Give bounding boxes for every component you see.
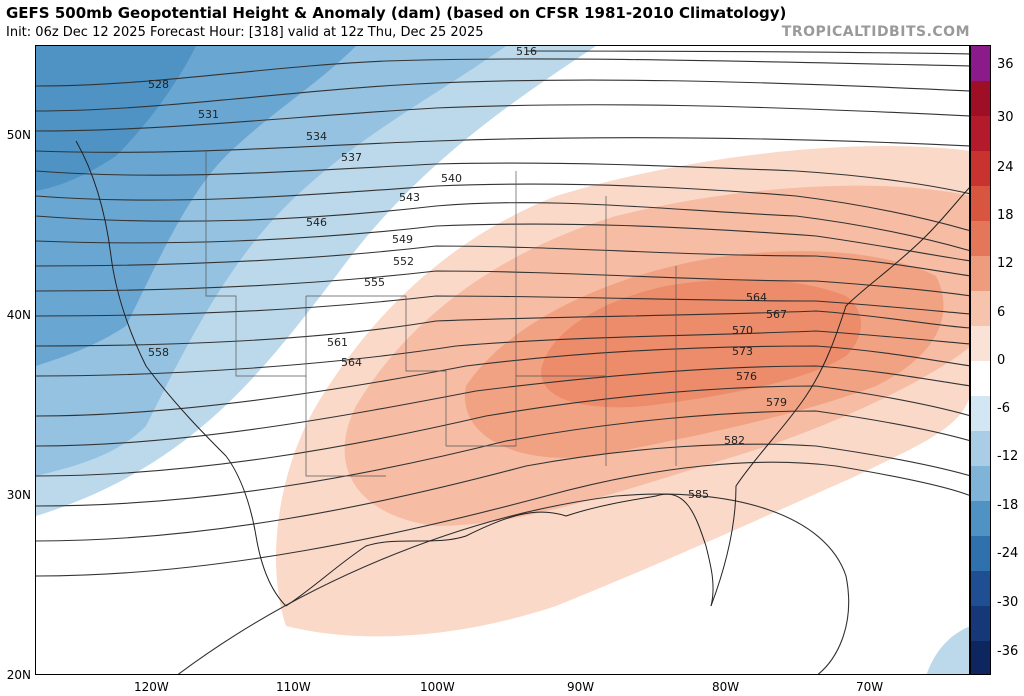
longitude-label: 90W — [567, 680, 595, 694]
contour-label-585: 585 — [688, 488, 709, 501]
colorbar-label: -6 — [997, 401, 1010, 416]
latitude-label: 50N — [6, 128, 31, 142]
site-watermark: TROPICALTIDBITS.COM — [781, 24, 970, 40]
contour-labels: 516 528 531 534 537 540 543 546 549 552 … — [148, 46, 787, 501]
anomaly-colorbar — [970, 45, 991, 675]
contour-label-582: 582 — [724, 434, 745, 447]
colorbar-swatch — [971, 501, 990, 536]
colorbar-swatch — [971, 256, 990, 291]
contour-label-558: 558 — [148, 346, 169, 359]
colorbar-label: -12 — [997, 449, 1019, 464]
colorbar-swatch — [971, 606, 990, 641]
latitude-label: 30N — [6, 488, 31, 502]
contour-label-537: 537 — [341, 151, 362, 164]
colorbar-label: 18 — [997, 208, 1014, 223]
colorbar-swatch — [971, 46, 990, 81]
contour-label-543: 543 — [399, 191, 420, 204]
colorbar-swatch — [971, 641, 990, 674]
contour-label-564-east: 564 — [746, 291, 767, 304]
anomaly-negative-corner — [926, 626, 969, 674]
colorbar-swatch — [971, 291, 990, 326]
contour-label-573: 573 — [732, 345, 753, 358]
coastlines — [75, 140, 969, 607]
map-canvas: 516 528 531 534 537 540 543 546 549 552 … — [36, 46, 969, 674]
longitude-label: 70W — [856, 680, 884, 694]
colorbar-label: -36 — [997, 644, 1019, 659]
latitude-label: 40N — [6, 308, 31, 322]
contour-label-516: 516 — [516, 46, 537, 58]
contour-label-570: 570 — [732, 324, 753, 337]
colorbar-label: 6 — [997, 305, 1006, 320]
colorbar-label: 12 — [997, 256, 1014, 271]
contour-label-579: 579 — [766, 396, 787, 409]
colorbar-label: 0 — [997, 353, 1006, 368]
contour-label-576: 576 — [736, 370, 757, 383]
colorbar-swatch — [971, 571, 990, 606]
longitude-label: 110W — [276, 680, 311, 694]
colorbar-swatch — [971, 326, 990, 361]
contour-label-567: 567 — [766, 308, 787, 321]
contour-label-564: 564 — [341, 356, 362, 369]
colorbar-swatch — [971, 151, 990, 186]
contour-label-549: 549 — [392, 233, 413, 246]
forecast-info: Init: 06z Dec 12 2025 Forecast Hour: [31… — [6, 25, 484, 40]
colorbar-label: 36 — [997, 57, 1014, 72]
colorbar-swatch — [971, 221, 990, 256]
anomaly-negative-core — [36, 46, 196, 191]
forecast-map[interactable]: 516 528 531 534 537 540 543 546 549 552 … — [35, 45, 970, 675]
contour-label-546: 546 — [306, 216, 327, 229]
colorbar-swatch — [971, 396, 990, 431]
colorbar-swatch — [971, 81, 990, 116]
state-borders — [205, 151, 677, 477]
colorbar-swatch — [971, 536, 990, 571]
colorbar-label: -30 — [997, 595, 1019, 610]
colorbar-label: 24 — [997, 160, 1014, 175]
colorbar-swatch — [971, 431, 990, 466]
colorbar-label: -18 — [997, 498, 1019, 513]
contour-label-531: 531 — [198, 108, 219, 121]
longitude-label: 120W — [134, 680, 169, 694]
colorbar-swatch — [971, 361, 990, 396]
chart-title: GEFS 500mb Geopotential Height & Anomaly… — [6, 4, 787, 22]
contour-label-561: 561 — [327, 336, 348, 349]
colorbar-label: 30 — [997, 110, 1014, 125]
colorbar-label: -24 — [997, 546, 1019, 561]
colorbar-swatch — [971, 116, 990, 151]
height-contours — [36, 50, 969, 674]
contour-label-555: 555 — [364, 276, 385, 289]
longitude-label: 80W — [712, 680, 740, 694]
contour-label-534: 534 — [306, 130, 327, 143]
latitude-label: 20N — [6, 668, 31, 682]
contour-label-552: 552 — [393, 255, 414, 268]
colorbar-swatch — [971, 186, 990, 221]
contour-label-528: 528 — [148, 78, 169, 91]
contour-label-540: 540 — [441, 172, 462, 185]
longitude-label: 100W — [420, 680, 455, 694]
colorbar-swatch — [971, 466, 990, 501]
